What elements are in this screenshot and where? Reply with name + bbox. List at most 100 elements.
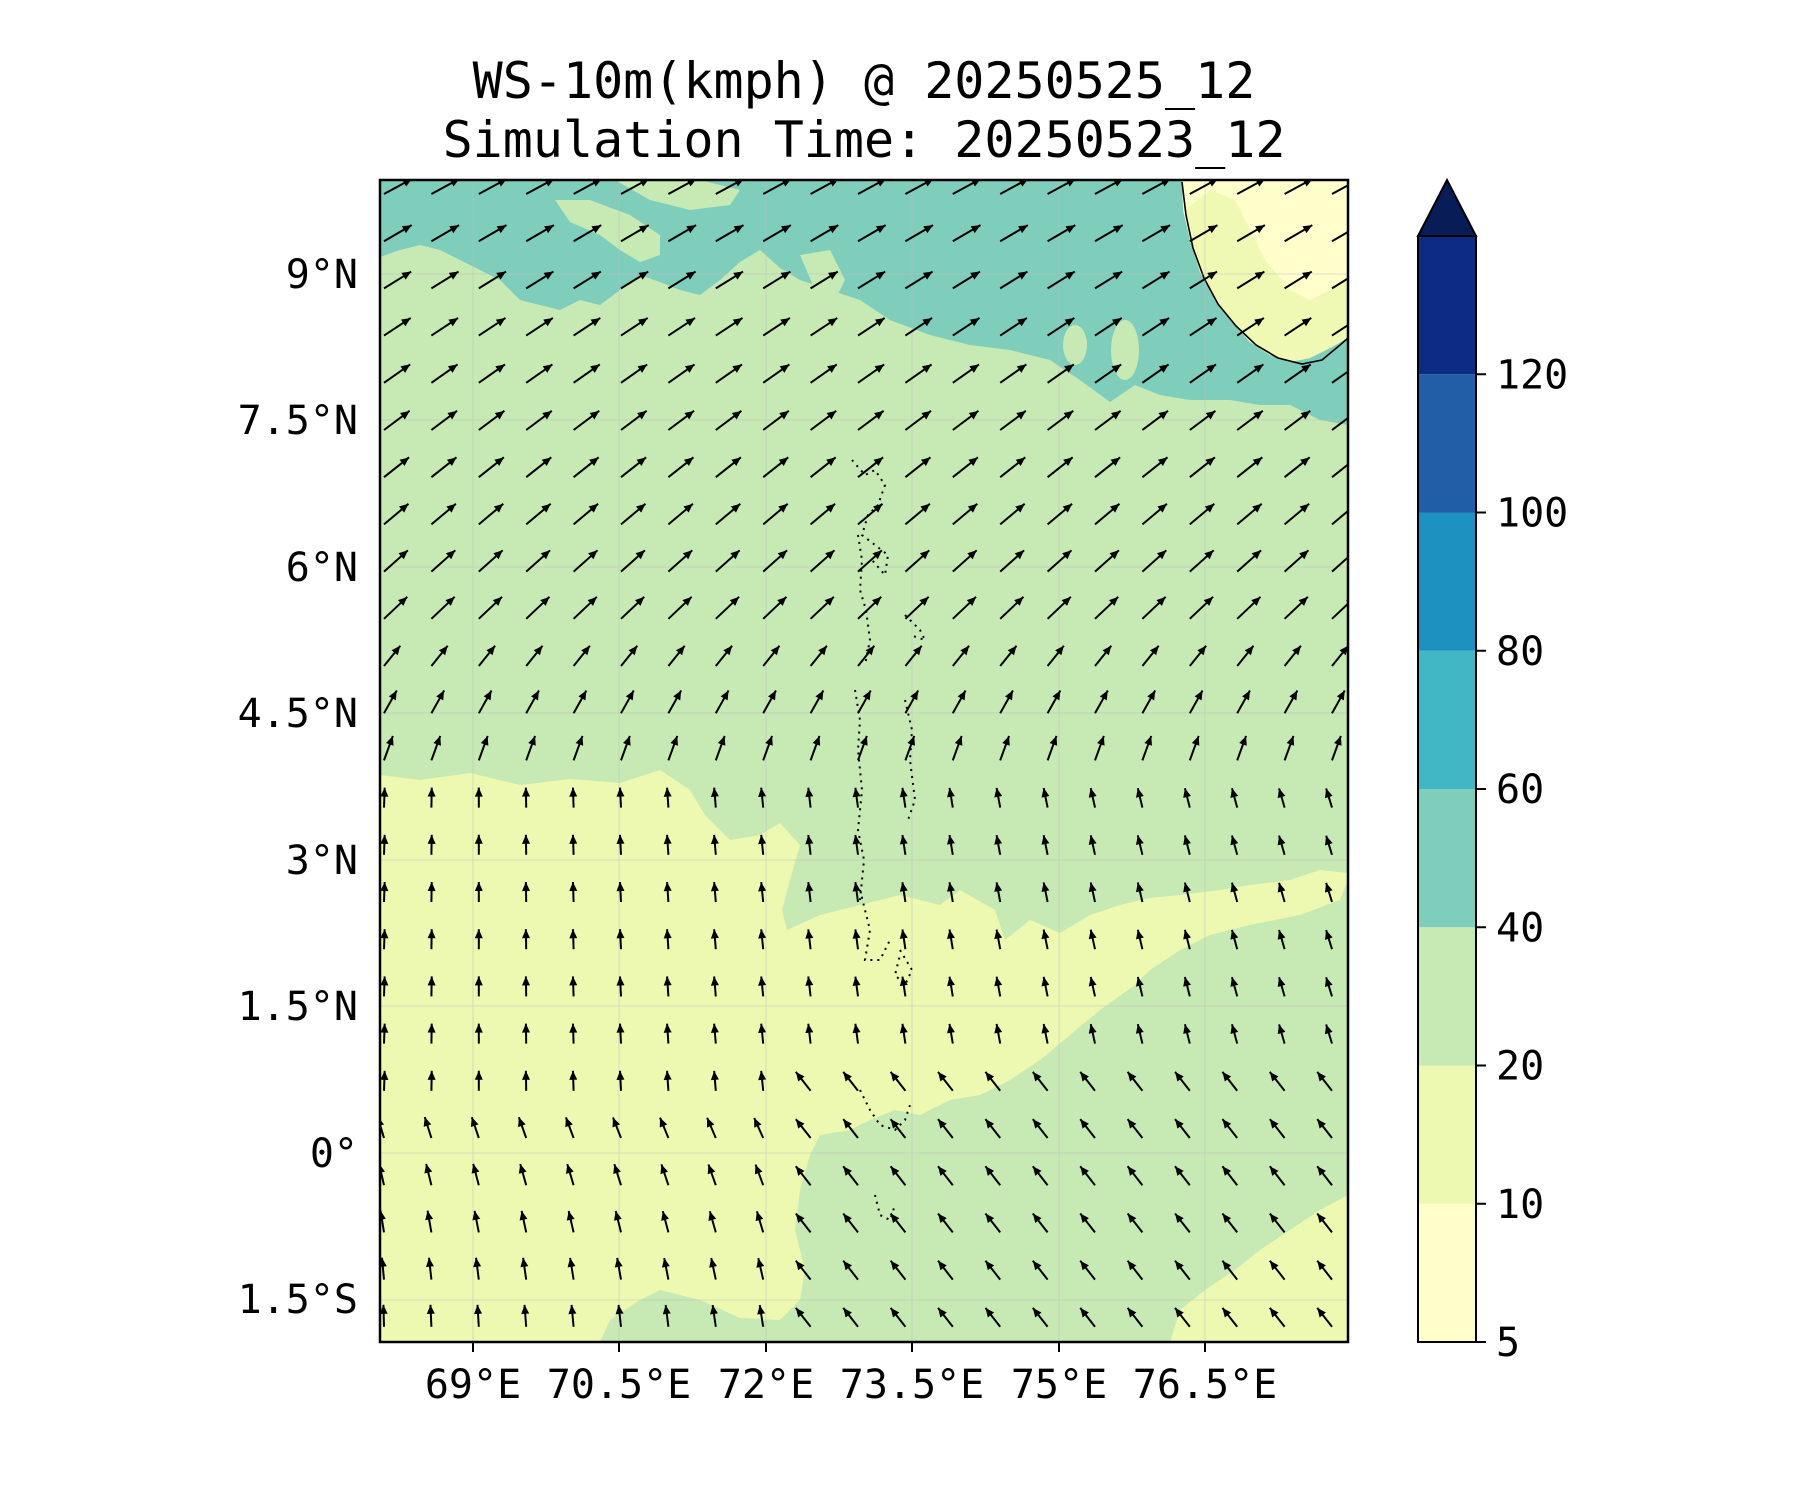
- wind-vector-arrowhead: [1183, 929, 1191, 940]
- wind-vector-arrowhead: [1066, 180, 1075, 187]
- wind-vector-arrowhead: [826, 457, 836, 467]
- wind-vector-arrowhead: [1277, 835, 1286, 846]
- wind-vector-arrowhead: [474, 929, 483, 939]
- wind-vector-arrowhead: [938, 1166, 947, 1176]
- wind-vector-arrowhead: [890, 1166, 900, 1176]
- wind-vector-arrowhead: [486, 645, 496, 656]
- wind-vector-arrowhead: [1244, 645, 1254, 656]
- wind-vector-arrowhead: [471, 1163, 480, 1174]
- wind-vector-arrowhead: [616, 976, 625, 986]
- wind-vector-arrowhead: [843, 1166, 852, 1176]
- wind-vector-arrowhead: [1017, 317, 1027, 327]
- wind-vector-arrowhead: [1317, 1071, 1326, 1082]
- wind-vector-arrowhead: [543, 271, 554, 280]
- wind-vector-arrowhead: [1062, 503, 1073, 513]
- wind-vector-arrowhead: [531, 690, 539, 701]
- wind-vector-arrowhead: [1032, 1260, 1042, 1271]
- wind-vector-arrowhead: [758, 1023, 767, 1034]
- map-title-line1: WS-10m(kmph) @ 20250525_12: [473, 52, 1256, 110]
- wind-vector-arrowhead: [1222, 1213, 1232, 1224]
- wind-vector-arrowhead: [910, 690, 919, 701]
- wind-vector-arrowhead: [971, 180, 980, 187]
- wind-vector-arrowhead: [843, 1119, 852, 1129]
- wind-vector-arrowhead: [734, 180, 743, 187]
- wind-vector-arrowhead: [474, 1070, 483, 1080]
- wind-vector-arrowhead: [587, 596, 597, 606]
- wind-vector-arrowhead: [1015, 457, 1026, 467]
- wind-vector-arrowhead: [1014, 596, 1024, 606]
- wind-vector-arrowhead: [1194, 690, 1203, 701]
- wind-vector-arrowhead: [493, 550, 503, 560]
- wind-vector-arrowhead: [589, 410, 600, 420]
- wind-vector-arrowhead: [1018, 180, 1028, 187]
- wind-vector-arrowhead: [874, 410, 884, 420]
- wind-vector-arrowhead: [1127, 1213, 1137, 1224]
- wind-vector-arrowhead: [852, 1023, 861, 1034]
- wind-vector-arrowhead: [899, 787, 908, 798]
- wind-vector-arrowhead: [623, 735, 631, 746]
- wind-vector-arrowhead: [1110, 503, 1120, 513]
- wind-vector-arrowhead: [1348, 411, 1358, 420]
- lat-label-0: 0°: [310, 1131, 358, 1177]
- wind-vector-arrowhead: [380, 1304, 388, 1314]
- wind-vector-arrowhead: [968, 457, 978, 467]
- wind-vector-arrowhead: [899, 835, 908, 845]
- wind-vector-arrowhead: [805, 834, 814, 845]
- wind-vector-arrowhead: [947, 787, 955, 798]
- wind-vector-arrowhead: [1222, 1166, 1232, 1176]
- colorbar-segment: [1418, 927, 1476, 1066]
- wind-vector-arrowhead: [921, 410, 932, 420]
- wind-vector-arrowhead: [1277, 788, 1286, 799]
- wind-vector-arrowhead: [1324, 977, 1333, 988]
- wind-vector-arrowhead: [707, 1164, 716, 1175]
- wind-vector-arrowhead: [805, 1023, 814, 1034]
- wind-vector-arrowhead: [426, 1257, 434, 1268]
- wind-vector-arrowhead: [589, 457, 599, 467]
- wind-vector-arrowhead: [1303, 180, 1312, 187]
- wind-vector-arrowhead: [921, 364, 932, 373]
- wind-vector-arrowhead: [757, 1305, 766, 1315]
- wind-vector-arrowhead: [496, 271, 506, 280]
- wind-vector-arrowhead: [1041, 835, 1050, 845]
- wind-vector-arrowhead: [1302, 225, 1313, 234]
- wind-vector-arrowhead: [682, 596, 692, 606]
- colorbar-segment: [1418, 1203, 1476, 1342]
- wind-vector-arrowhead: [1080, 1166, 1089, 1176]
- wind-vector-arrowhead: [638, 271, 649, 280]
- wind-vector-arrowhead: [663, 976, 672, 986]
- wind-vector-arrowhead: [1002, 735, 1010, 746]
- wind-vector-arrowhead: [1032, 1307, 1042, 1318]
- wind-vector-arrowhead: [729, 596, 740, 606]
- wind-vector-arrow: [1331, 556, 1348, 573]
- wind-vector-arrowhead: [1080, 1307, 1089, 1318]
- wind-vector-arrowhead: [818, 645, 827, 656]
- wind-vector-arrowhead: [636, 457, 647, 467]
- wind-vector-arrowhead: [397, 596, 408, 606]
- band-20-40-streak: [555, 200, 660, 262]
- wind-vector-arrowhead: [1222, 1071, 1232, 1082]
- wind-vector-arrowhead: [723, 645, 733, 656]
- wind-vector-arrowhead: [1135, 929, 1144, 940]
- wind-vector-arrowhead: [1207, 225, 1218, 234]
- lon-label-75e: 75°E: [1011, 1362, 1107, 1408]
- wind-vector-arrowhead: [1349, 272, 1359, 280]
- wind-vector-arrowhead: [540, 550, 551, 560]
- wind-vector-arrow: [1331, 277, 1348, 290]
- colorbar-label: 100: [1496, 491, 1568, 537]
- wind-vector-arrowhead: [483, 690, 492, 701]
- wind-vector-arrowhead: [388, 690, 397, 701]
- wind-vector-arrowhead: [474, 976, 483, 986]
- wind-vector-arrowhead: [542, 410, 552, 420]
- wind-vector-arrowhead: [1191, 735, 1200, 746]
- wind-vector-arrowhead: [1317, 1307, 1326, 1318]
- wind-vector-arrowhead: [386, 735, 394, 746]
- wind-vector-arrowhead: [1127, 1260, 1137, 1271]
- wind-vector-arrowhead: [985, 1166, 995, 1176]
- wind-vector-arrowhead: [872, 550, 882, 560]
- wind-vector-arrowhead: [1230, 929, 1239, 940]
- wind-vector-arrowhead: [1349, 364, 1359, 372]
- wind-vector-arrowhead: [445, 596, 455, 606]
- wind-vector-arrowhead: [592, 180, 601, 187]
- wind-vector-arrowhead: [519, 1210, 528, 1221]
- wind-vector-arrowhead: [1080, 1071, 1089, 1082]
